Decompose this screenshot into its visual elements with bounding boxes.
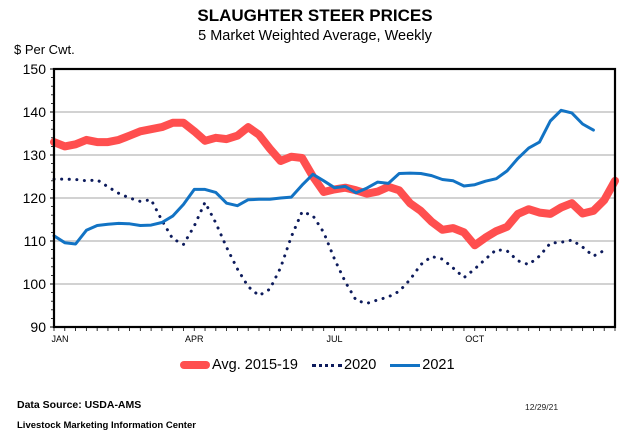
y-tick-label: 130 — [23, 147, 47, 163]
legend-swatch-avg — [180, 361, 210, 369]
legend: Avg. 2015-19 2020 2021 — [180, 355, 469, 375]
y-ticks: 90 100 110 120 130 140 150 — [23, 61, 54, 335]
x-ticks: JAN APR JUL OCT — [51, 327, 616, 344]
series-line-2021 — [52, 108, 595, 246]
legend-label-2020: 2020 — [344, 357, 377, 373]
legend-swatch-2021 — [390, 363, 421, 367]
legend-item-2021: 2021 — [390, 357, 455, 373]
x-tick-label: APR — [185, 334, 204, 344]
data-source: Data Source: USDA-AMS — [17, 399, 142, 411]
date-stamp: 12/29/21 — [525, 402, 559, 412]
legend-label-avg: Avg. 2015-19 — [212, 357, 298, 373]
series-line-2020 — [52, 177, 606, 305]
series-line-avg-2015-19 — [50, 118, 619, 250]
y-tick-label: 100 — [23, 276, 47, 292]
series-lines — [50, 108, 619, 305]
x-tick-label: JAN — [51, 334, 68, 344]
y-tick-label: 120 — [23, 190, 47, 206]
legend-label-2021: 2021 — [422, 357, 455, 373]
y-axis-label: $ Per Cwt. — [14, 42, 75, 57]
legend-item-avg: Avg. 2015-19 — [180, 357, 298, 373]
organization: Livestock Marketing Information Center — [17, 420, 196, 431]
legend-swatch-2020 — [312, 363, 342, 367]
chart-subtitle: 5 Market Weighted Average, Weekly — [198, 28, 432, 44]
y-tick-label: 150 — [23, 61, 47, 77]
y-tick-label: 110 — [24, 233, 47, 249]
chart-title: SLAUGHTER STEER PRICES — [197, 6, 433, 25]
legend-item-2020: 2020 — [312, 357, 376, 373]
x-tick-label: JUL — [326, 334, 342, 344]
y-tick-label: 140 — [23, 104, 47, 120]
x-tick-label: OCT — [465, 334, 485, 344]
y-tick-label: 90 — [30, 319, 46, 335]
